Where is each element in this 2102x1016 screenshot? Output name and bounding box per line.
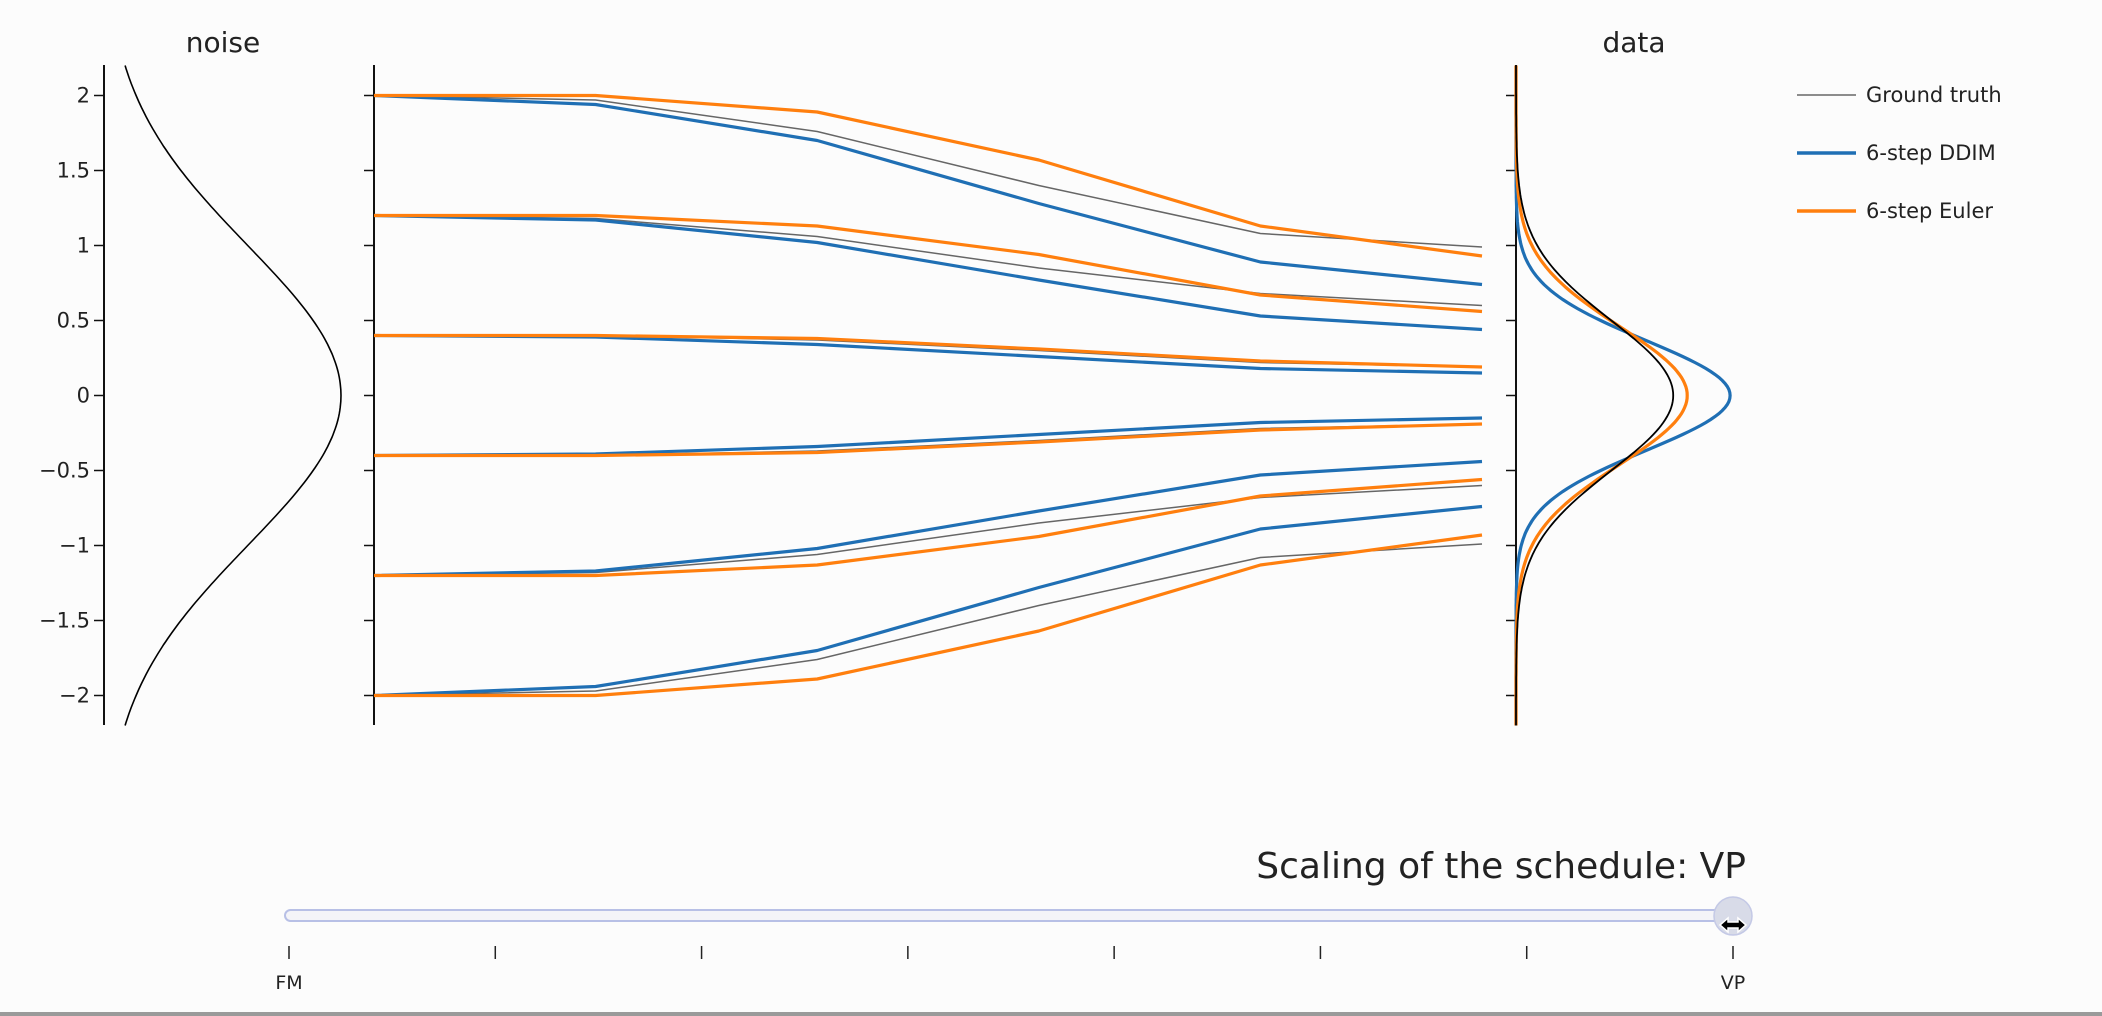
curves [124, 65, 1732, 726]
y-tick-label: 0.5 [57, 309, 90, 333]
y-tick-label: −1 [59, 534, 90, 558]
trajectory-6-step-ddim [373, 333, 1483, 375]
slider-ticks [288, 946, 1734, 959]
resize-cursor-icon [1718, 916, 1748, 934]
trajectory-6-step-ddim [373, 93, 1483, 287]
trajectory-6-step-ddim [373, 504, 1483, 698]
y-tick-label: −0.5 [39, 459, 90, 483]
trajectory-6-step-ddim [373, 416, 1483, 458]
data-density-ground-truth [1515, 65, 1675, 726]
trajectory-6-step-euler [374, 93, 1483, 258]
trajectory-6-step-euler [374, 477, 1483, 578]
slider-title: Scaling of the schedule: VP [1256, 846, 1746, 887]
y-tick-label: 1.5 [57, 159, 90, 183]
trajectory-6-step-ddim [373, 213, 1483, 332]
y-tick-label: 1 [77, 234, 90, 258]
slider-label-end: VP [1721, 972, 1745, 994]
legend: Ground truth 6-step DDIM 6-step Euler [1797, 83, 2002, 223]
trajectory-6-step-euler [374, 422, 1483, 458]
y-tick-label: −2 [59, 684, 90, 708]
trajectory-6-step-euler [374, 533, 1483, 698]
slider-track[interactable] [284, 909, 1736, 922]
bottom-border [0, 1012, 2102, 1016]
trajectory-6-step-euler [374, 213, 1483, 314]
legend-label-ddim: 6-step DDIM [1866, 141, 1996, 165]
noise-panel-title: noise [186, 26, 260, 59]
legend-label-euler: 6-step Euler [1866, 199, 1993, 223]
noise-density-curve [124, 65, 342, 726]
y-tick-label: −1.5 [39, 609, 90, 633]
y-tick-label: 2 [77, 84, 90, 108]
trajectory-6-step-ddim [373, 459, 1483, 578]
axes: 2 1.5 1 0.5 0 −0.5 −1 −1.5 −2 [39, 65, 1517, 725]
trajectory-ground-truth [373, 94, 1483, 248]
slider-label-start: FM [275, 972, 302, 994]
trajectory-ground-truth [373, 543, 1483, 697]
data-density-6-step-ddim [1514, 65, 1732, 726]
trajectory-6-step-euler [374, 333, 1483, 369]
data-density-6-step-euler [1514, 65, 1689, 726]
y-tick-label: 0 [77, 384, 90, 408]
slider-handle[interactable] [1713, 896, 1753, 936]
schedule-slider[interactable]: Scaling of the schedule: VP FM VP [275, 846, 1753, 994]
legend-label-ground-truth: Ground truth [1866, 83, 2002, 107]
data-panel-title: data [1602, 26, 1665, 59]
